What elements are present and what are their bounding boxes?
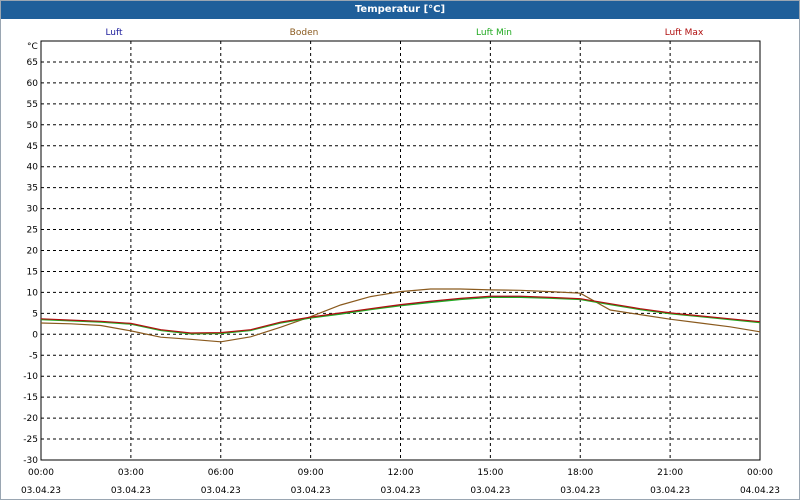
- window-title: Temperatur [°C]: [1, 1, 799, 19]
- x-tick-time: 21:00: [657, 468, 683, 478]
- y-tick-label: -30: [23, 456, 38, 466]
- x-tick-time: 03:00: [118, 468, 144, 478]
- legend: Luft Boden Luft Min Luft Max: [105, 28, 704, 38]
- series-line-luft-min: [40, 296, 761, 335]
- y-tick-label: 20: [27, 247, 39, 257]
- y-tick-label: -20: [23, 414, 38, 424]
- y-axis-label: °C: [27, 42, 38, 52]
- x-tick-date: 03.04.23: [111, 486, 151, 496]
- series-lines: [40, 288, 761, 343]
- y-tick-label: 30: [27, 205, 39, 215]
- x-tick-date: 03.04.23: [380, 486, 420, 496]
- series-line-luft-max: [40, 295, 761, 334]
- y-tick-label: 15: [27, 267, 38, 277]
- x-tick-date: 03.04.23: [470, 486, 510, 496]
- y-tick-label: 10: [27, 288, 39, 298]
- y-tick-label: -10: [23, 372, 38, 382]
- temperature-chart: 65605550454035302520151050-5-10-15-20-25…: [21, 28, 780, 496]
- legend-entry-luft-min: Luft Min: [476, 28, 512, 38]
- x-axis-ticks: 00:00 03.04.23 03:00 03.04.23 06:00 03.04.23 0…: [21, 468, 780, 496]
- y-tick-label: 25: [27, 226, 38, 236]
- x-tick-time: 06:00: [208, 468, 234, 478]
- y-tick-label: -15: [23, 393, 38, 403]
- grid: [40, 40, 761, 461]
- y-tick-label: 0: [32, 330, 38, 340]
- x-tick-date: 03.04.23: [21, 486, 61, 496]
- y-tick-label: 55: [27, 100, 38, 110]
- x-tick-time: 18:00: [567, 468, 593, 478]
- legend-entry-luft: Luft: [105, 28, 123, 38]
- legend-entry-boden: Boden: [290, 28, 319, 38]
- y-tick-label: -5: [29, 351, 38, 361]
- x-tick-time: 12:00: [388, 468, 414, 478]
- x-tick-date: 03.04.23: [291, 486, 331, 496]
- x-tick-time: 00:00: [28, 468, 54, 478]
- y-tick-label: 60: [27, 79, 39, 89]
- y-tick-label: 50: [27, 121, 39, 131]
- y-axis-ticks: 65605550454035302520151050-5-10-15-20-25…: [23, 58, 38, 466]
- x-tick-time: 00:00: [747, 468, 773, 478]
- legend-entry-luft-max: Luft Max: [665, 28, 704, 38]
- y-tick-label: 45: [27, 142, 38, 152]
- y-tick-label: 40: [27, 163, 39, 173]
- y-tick-label: -25: [23, 435, 38, 445]
- x-tick-time: 15:00: [477, 468, 503, 478]
- y-tick-label: 5: [32, 309, 38, 319]
- x-tick-date: 03.04.23: [560, 486, 600, 496]
- x-tick-date: 03.04.23: [201, 486, 241, 496]
- x-tick-time: 09:00: [298, 468, 324, 478]
- x-tick-date: 03.04.23: [650, 486, 690, 496]
- x-tick-date: 04.04.23: [740, 486, 780, 496]
- y-tick-label: 35: [27, 184, 38, 194]
- y-tick-label: 65: [27, 58, 38, 68]
- series-line-boden: [40, 288, 761, 343]
